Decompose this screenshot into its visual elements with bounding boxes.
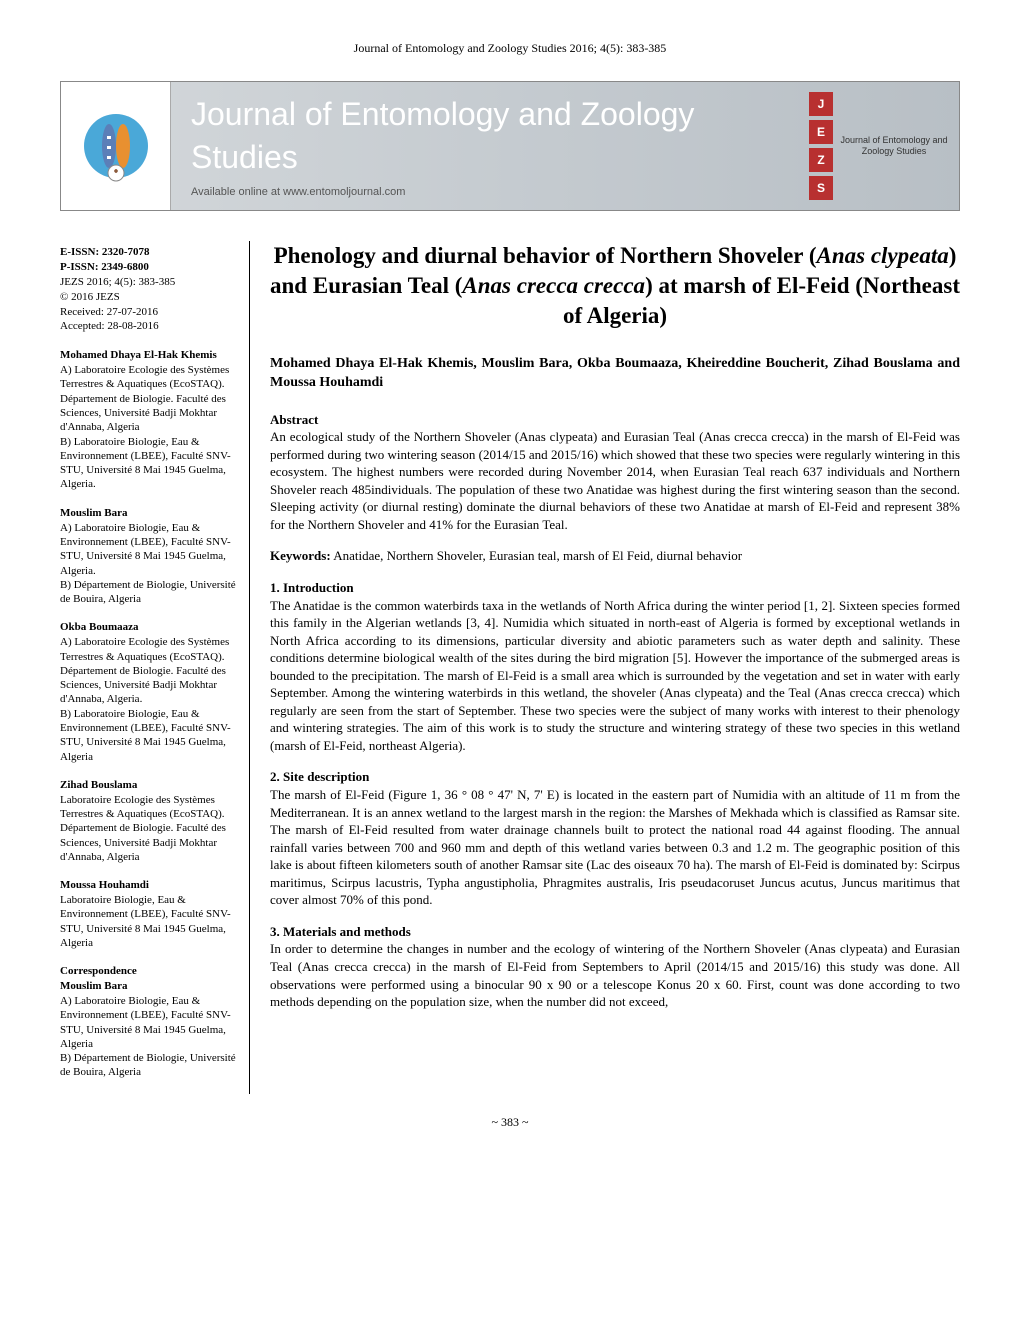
badge-letter: Z [809,148,833,172]
journal-logo [61,82,171,210]
section-heading: 1. Introduction [270,579,960,597]
meta-accepted: Accepted: 28-08-2016 [60,319,241,334]
header-citation: Journal of Entomology and Zoology Studie… [60,40,960,56]
sidebar: E-ISSN: 2320-7078 P-ISSN: 2349-6800 JEZS… [60,241,250,1094]
author-affil: A) Laboratoire Ecologie des Systèmes Ter… [60,363,241,492]
meta-copyright: © 2016 JEZS [60,290,241,305]
banner-title-area: Journal of Entomology and Zoology Studie… [171,93,809,200]
author-name: Moussa Houhamdi [60,878,241,893]
journal-title: Journal of Entomology and Zoology Studie… [191,93,809,179]
correspondence-label: Correspondence [60,964,241,979]
main-content: Phenology and diurnal behavior of Northe… [260,241,960,1094]
article-title: Phenology and diurnal behavior of Northe… [270,241,960,331]
keywords-text: Anatidae, Northern Shoveler, Eurasian te… [331,548,742,563]
author-block: Mouslim BaraA) Laboratoire Biologie, Eau… [60,506,241,607]
author-name: Mohamed Dhaya El-Hak Khemis [60,348,241,363]
meta-ref: JEZS 2016; 4(5): 383-385 [60,275,241,290]
author-name: Zihad Bouslama [60,778,241,793]
author-block: Okba BoumaazaA) Laboratoire Ecologie des… [60,620,241,764]
correspondence-block: Correspondence Mouslim Bara A) Laboratoi… [60,964,241,1079]
section-heading: 3. Materials and methods [270,923,960,941]
author-block: Mohamed Dhaya El-Hak KhemisA) Laboratoir… [60,348,241,492]
meta-block: E-ISSN: 2320-7078 P-ISSN: 2349-6800 JEZS… [60,245,241,334]
authors-line: Mohamed Dhaya El-Hak Khemis, Mouslim Bar… [270,355,960,393]
section-body: The marsh of El-Feid (Figure 1, 36 ° 08 … [270,786,960,909]
author-block: Moussa HouhamdiLaboratoire Biologie, Eau… [60,878,241,950]
keywords: Keywords: Anatidae, Northern Shoveler, E… [270,547,960,565]
section-body: In order to determine the changes in num… [270,940,960,1010]
author-affil: Laboratoire Biologie, Eau & Environnemen… [60,893,241,950]
author-affil: A) Laboratoire Biologie, Eau & Environne… [60,521,241,607]
meta-received: Received: 27-07-2016 [60,305,241,320]
logo-icon [81,101,151,191]
banner-badge: J E Z S Journal of Entomology and Zoolog… [809,92,959,200]
author-affil: Laboratoire Ecologie des Systèmes Terres… [60,793,241,864]
pissn: P-ISSN: 2349-6800 [60,260,241,275]
author-block: Zihad BouslamaLaboratoire Ecologie des S… [60,778,241,864]
author-affil: A) Laboratoire Ecologie des Systèmes Ter… [60,635,241,764]
correspondence-name: Mouslim Bara [60,979,241,994]
journal-subtitle: Available online at www.entomoljournal.c… [191,185,809,200]
badge-letter: S [809,176,833,200]
eissn: E-ISSN: 2320-7078 [60,245,241,260]
badge-letter: J [809,92,833,116]
keywords-label: Keywords: [270,548,331,563]
correspondence-affil: A) Laboratoire Biologie, Eau & Environne… [60,994,241,1080]
abstract-heading: Abstract [270,411,960,429]
section-body: The Anatidae is the common waterbirds ta… [270,597,960,755]
badge-letter: E [809,120,833,144]
author-name: Okba Boumaaza [60,620,241,635]
journal-banner: Journal of Entomology and Zoology Studie… [60,81,960,211]
abstract-text: An ecological study of the Northern Shov… [270,428,960,533]
section-heading: 2. Site description [270,768,960,786]
author-name: Mouslim Bara [60,506,241,521]
page-number: ~ 383 ~ [60,1114,960,1130]
badge-text: Journal of Entomology and Zoology Studie… [839,135,949,157]
